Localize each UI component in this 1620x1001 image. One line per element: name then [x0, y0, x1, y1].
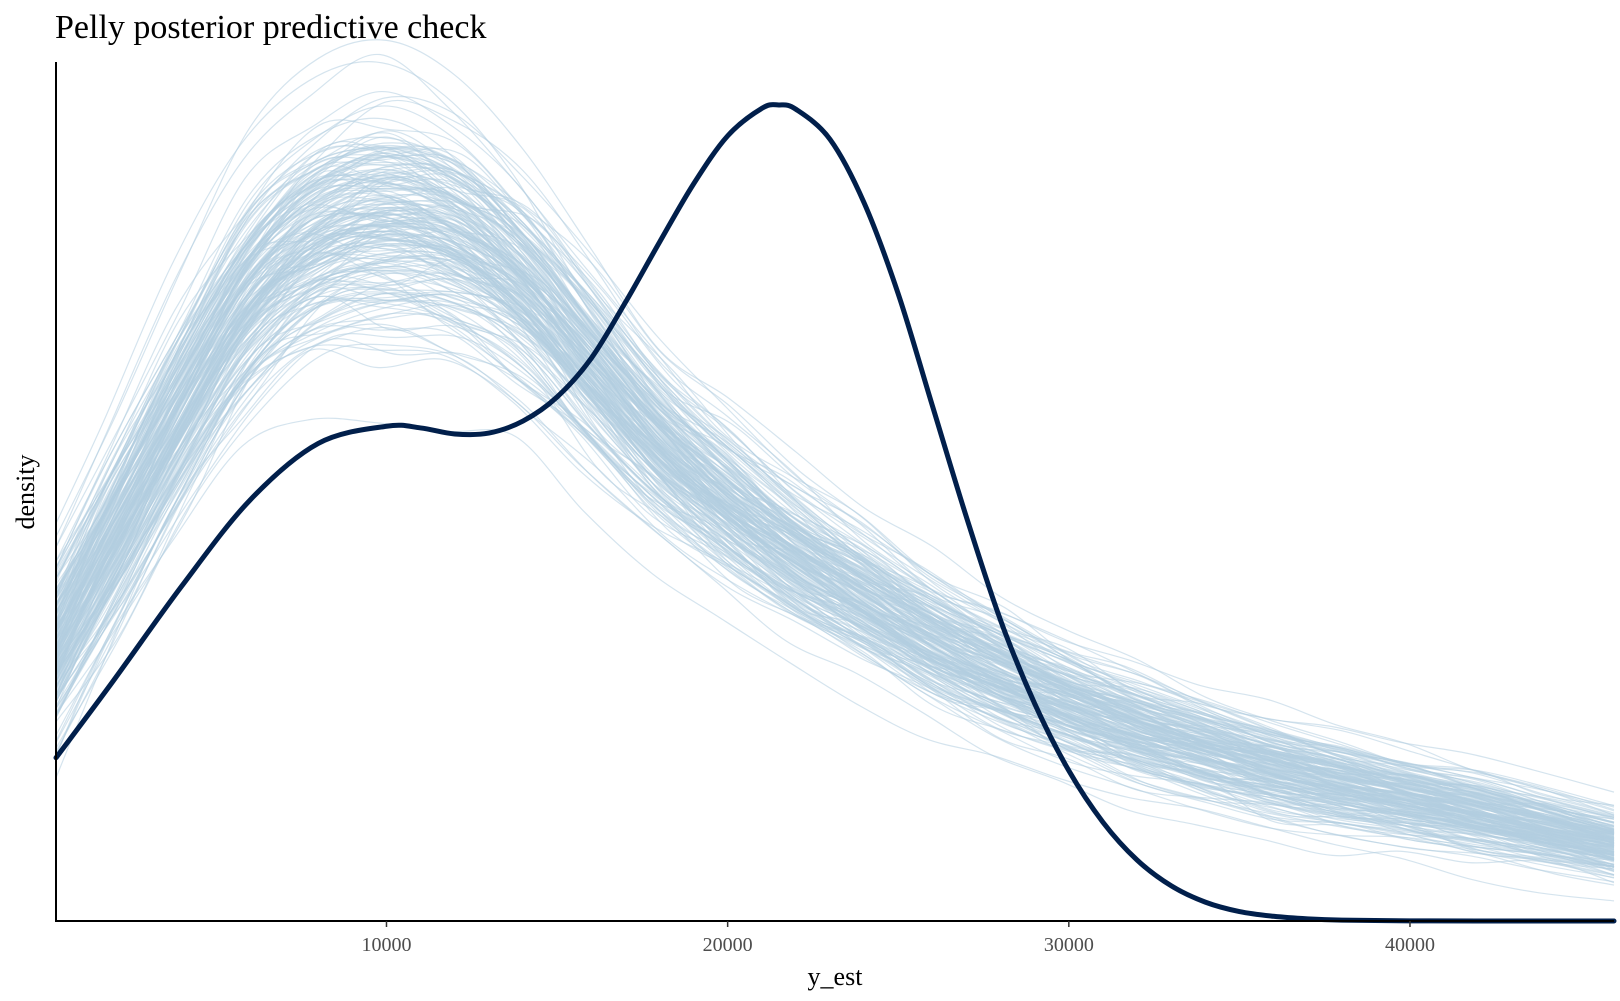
replicated-density-line [55, 204, 1615, 848]
replicated-density-line [55, 182, 1615, 847]
replicated-density-line [55, 130, 1615, 834]
replicated-density-line [55, 178, 1615, 819]
observed-density-line [53, 102, 1617, 924]
replicated-density-line [55, 212, 1615, 839]
replicated-density-line [55, 154, 1615, 827]
replicated-density-line [55, 61, 1615, 793]
replicated-density-lines [55, 39, 1615, 902]
replicated-density-line [55, 230, 1615, 855]
replicated-density-line [55, 338, 1615, 861]
replicated-density-line [55, 270, 1615, 869]
x-axis-label: y_est [808, 962, 864, 991]
replicated-density-line [55, 206, 1615, 835]
replicated-density-line [55, 178, 1615, 806]
chart-title: Pelly posterior predictive check [55, 9, 486, 46]
x-tick-label: 30000 [1044, 934, 1094, 956]
replicated-density-line [55, 244, 1615, 843]
replicated-density-line [55, 39, 1615, 807]
replicated-density-line [55, 209, 1615, 844]
replicated-density-line [55, 166, 1615, 842]
replicated-density-line [55, 206, 1615, 840]
replicated-density-line [55, 154, 1615, 824]
x-axis-ticks: 10000 20000 30000 40000 [361, 921, 1435, 956]
replicated-density-line [55, 196, 1615, 823]
replicated-density-line [55, 265, 1615, 848]
replicated-density-line [55, 226, 1615, 866]
x-tick-label: 10000 [361, 934, 411, 956]
replicated-density-line [55, 189, 1615, 833]
replicated-density-line [55, 117, 1615, 816]
replicated-density-line [55, 417, 1615, 902]
replicated-density-line [55, 204, 1615, 845]
x-tick-label: 40000 [1385, 934, 1435, 956]
replicated-density-line [55, 203, 1615, 851]
replicated-density-line [55, 297, 1615, 868]
replicated-density-line [55, 323, 1615, 868]
replicated-density-line [55, 154, 1615, 830]
replicated-density-line [55, 299, 1615, 876]
replicated-density-line [55, 348, 1615, 879]
replicated-density-line [55, 194, 1615, 845]
replicated-density-line [55, 288, 1615, 866]
x-tick-label: 20000 [703, 934, 753, 956]
replicated-density-line [55, 210, 1615, 850]
replicated-density-line [55, 167, 1615, 839]
replicated-density-line [55, 145, 1615, 818]
replicated-density-line [55, 136, 1615, 832]
replicated-density-line [55, 272, 1615, 868]
replicated-density-line [55, 272, 1615, 846]
replicated-density-line [55, 99, 1615, 829]
replicated-density-line [55, 299, 1615, 867]
replicated-density-line [55, 226, 1615, 850]
replicated-density-line [55, 206, 1615, 834]
y-axis-label: density [11, 454, 40, 529]
